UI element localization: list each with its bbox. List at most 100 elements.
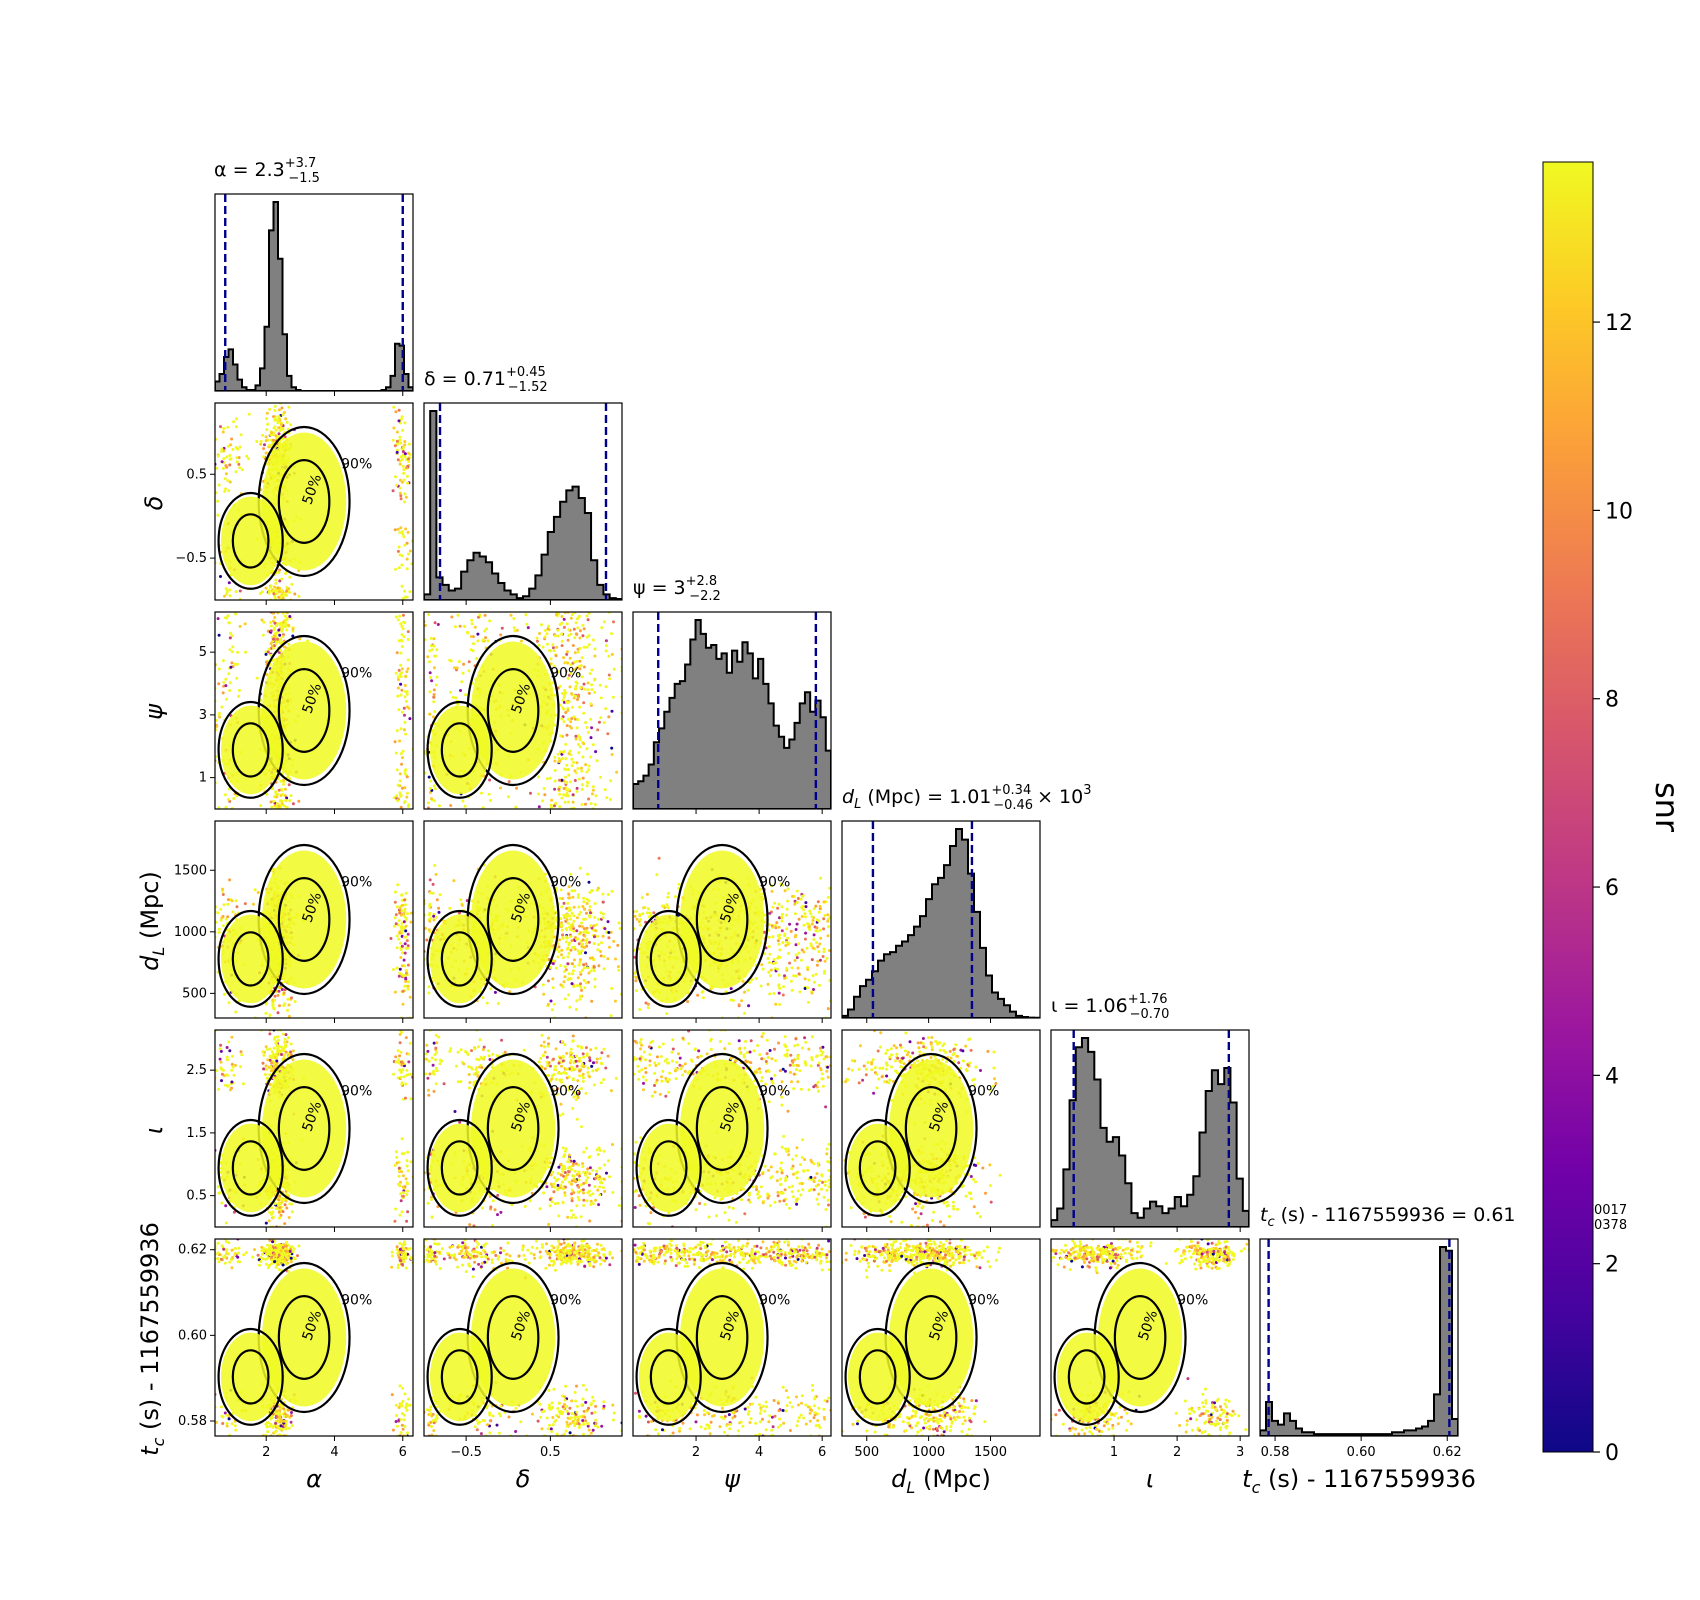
sample-point xyxy=(221,691,225,695)
sample-point xyxy=(267,591,271,595)
sample-point xyxy=(548,649,551,652)
sample-point xyxy=(608,945,611,949)
sample-point xyxy=(567,892,571,896)
sample-point xyxy=(475,657,479,660)
sample-point xyxy=(600,626,604,630)
sample-point xyxy=(268,443,272,447)
sample-point xyxy=(587,764,591,768)
sample-point xyxy=(399,638,403,642)
sample-point xyxy=(398,779,402,783)
sample-point xyxy=(778,933,782,937)
sample-point xyxy=(224,587,228,590)
sample-point xyxy=(585,614,589,618)
sample-point xyxy=(401,1185,405,1189)
sample-point xyxy=(571,962,574,966)
sample-point xyxy=(569,917,572,921)
sample-point xyxy=(410,911,413,915)
sample-point xyxy=(297,799,301,803)
sample-point xyxy=(601,912,605,916)
sample-point xyxy=(772,958,776,961)
sample-point xyxy=(553,769,557,772)
sample-point xyxy=(280,1045,283,1049)
sample-point xyxy=(568,925,572,929)
sample-point xyxy=(228,648,232,652)
sample-point xyxy=(759,984,763,988)
sample-point xyxy=(826,934,830,938)
sample-point xyxy=(488,778,492,782)
sample-point xyxy=(608,798,612,801)
sample-point xyxy=(225,1055,229,1059)
sample-point xyxy=(406,944,410,948)
sample-point xyxy=(397,566,401,570)
sample-point xyxy=(810,915,814,919)
density-fill xyxy=(429,705,490,795)
sample-point xyxy=(741,979,745,983)
sample-point xyxy=(796,897,800,900)
sample-point xyxy=(268,1047,272,1051)
sample-point xyxy=(283,1040,287,1044)
sample-point xyxy=(264,1064,268,1068)
panel-content xyxy=(424,403,622,600)
sample-point xyxy=(816,945,820,949)
sample-point xyxy=(403,898,407,902)
sample-point xyxy=(770,884,774,888)
sample-point xyxy=(227,621,231,625)
sample-point xyxy=(591,1168,595,1172)
sample-point xyxy=(607,673,611,677)
sample-point xyxy=(484,636,488,640)
sample-point xyxy=(574,734,578,738)
sample-point xyxy=(426,801,430,805)
sample-point xyxy=(222,449,226,453)
sample-point xyxy=(633,971,637,975)
sample-point xyxy=(549,999,553,1003)
sample-point xyxy=(241,1082,245,1086)
sample-point xyxy=(281,1047,285,1051)
sample-point xyxy=(826,913,830,917)
sample-point xyxy=(408,995,412,999)
y-tick-label: 3 xyxy=(199,708,207,723)
sample-point xyxy=(543,793,547,797)
sample-point xyxy=(567,993,571,997)
sample-point xyxy=(585,747,589,751)
sample-point xyxy=(553,779,557,783)
sample-point xyxy=(600,1051,604,1055)
scatter-panel-alpha-delta: 50%90%−0.50.5 xyxy=(175,402,414,605)
sample-point xyxy=(585,645,589,649)
sample-point xyxy=(271,1052,275,1056)
hist-panel-alpha xyxy=(214,193,414,396)
sample-point xyxy=(273,404,277,408)
contour-50 xyxy=(231,513,270,569)
panel-frame xyxy=(214,611,414,810)
sample-point xyxy=(493,1208,497,1212)
sample-point xyxy=(580,675,584,679)
sample-point xyxy=(561,698,565,702)
sample-point xyxy=(267,1219,271,1223)
sample-point xyxy=(283,794,287,798)
sample-point xyxy=(217,806,221,809)
sample-point xyxy=(394,1207,398,1211)
sample-point xyxy=(553,755,557,759)
sample-point xyxy=(226,1084,230,1088)
sample-point xyxy=(526,626,530,630)
sample-point xyxy=(402,500,406,504)
sample-point xyxy=(562,749,566,753)
sample-point xyxy=(237,462,241,466)
sample-point xyxy=(392,796,396,800)
sample-point xyxy=(585,784,589,788)
sample-point xyxy=(406,1169,410,1173)
sample-point xyxy=(793,902,797,906)
sample-point xyxy=(402,912,406,916)
sample-point xyxy=(556,955,560,959)
sample-point xyxy=(290,996,293,1000)
sample-point xyxy=(225,697,229,701)
sample-point xyxy=(405,595,409,599)
sample-point xyxy=(822,950,826,954)
sample-point xyxy=(507,780,511,784)
sample-point xyxy=(587,643,591,647)
sample-point xyxy=(396,783,400,787)
sample-point xyxy=(398,491,402,495)
contour-90 xyxy=(217,700,284,799)
sample-point xyxy=(576,694,580,698)
sample-point xyxy=(406,481,410,485)
sample-point xyxy=(581,755,585,759)
